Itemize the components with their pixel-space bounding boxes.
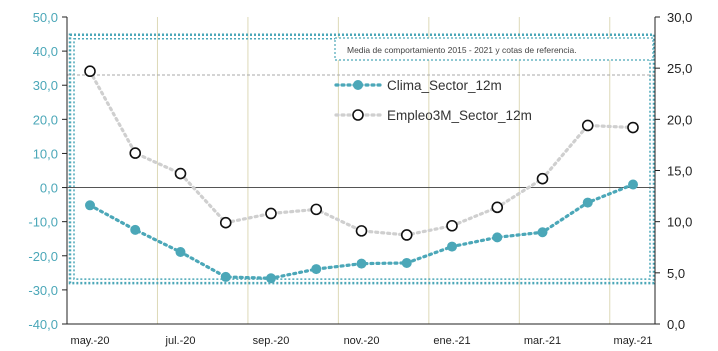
x-tick-label: jul.-20	[165, 335, 196, 347]
y-left-tick-label: -30,0	[28, 283, 58, 298]
y-right-tick-label: 5,0	[667, 266, 685, 281]
point-clima	[628, 179, 638, 190]
y-left-tick-label: 50,0	[33, 10, 58, 25]
series-lines	[84, 65, 639, 284]
y-left-tick-label: 30,0	[33, 78, 58, 93]
y-right-tick-label: 30,0	[667, 10, 692, 25]
tick-labels: -40,0 -30,0 -20,0 -10,0 0,0 10,0 20,0 30,0 40,0 5…	[28, 10, 692, 347]
point-empleo	[174, 167, 187, 180]
legend-marker-empleo	[352, 109, 364, 121]
y-right-tick-label: 15,0	[667, 164, 692, 179]
point-clima	[537, 227, 548, 238]
point-empleo	[84, 65, 96, 78]
point-empleo	[129, 147, 142, 159]
point-clima	[492, 232, 503, 243]
reference-band-outer	[68, 33, 656, 285]
point-clima	[356, 258, 367, 269]
y-left-tick-label: 10,0	[33, 146, 58, 161]
point-clima	[311, 264, 322, 275]
y-right-tick-label: 25,0	[667, 61, 692, 76]
y-right-tick-label: 20,0	[667, 112, 692, 127]
point-empleo	[400, 229, 413, 241]
point-clima	[130, 224, 141, 235]
x-tick-label: mar.-21	[524, 335, 561, 347]
x-tick-label: ene.-21	[433, 335, 470, 347]
point-empleo	[355, 225, 368, 237]
x-tick-label: may.-20	[71, 335, 110, 347]
point-clima	[266, 273, 276, 284]
point-empleo	[581, 119, 594, 132]
legend-label: Clima_Sector_12m	[387, 78, 502, 93]
point-clima	[85, 200, 95, 211]
point-empleo	[446, 219, 458, 232]
series-line-empleo	[88, 69, 635, 237]
point-clima	[401, 257, 412, 268]
axes	[62, 16, 660, 325]
point-empleo	[536, 172, 549, 185]
annotation-text: Media de comportamiento 2015 - 2021 y co…	[347, 45, 577, 55]
x-tick-label: may.-21	[614, 335, 653, 347]
point-empleo	[265, 207, 277, 220]
vertical-gridlines	[156, 17, 611, 324]
point-clima	[582, 197, 593, 208]
x-tick-label: sep.-20	[253, 335, 290, 347]
y-right-tick-label: 0,0	[667, 317, 685, 332]
point-clima	[220, 271, 231, 282]
point-empleo	[219, 216, 232, 229]
y-left-tick-label: 40,0	[33, 44, 58, 59]
legend-marker-clima	[353, 80, 363, 90]
annotation-box	[334, 37, 654, 61]
y-left-tick-label: -10,0	[28, 215, 58, 230]
y-left-tick-label: 20,0	[33, 112, 58, 127]
y-left-tick-label: -40,0	[28, 317, 58, 332]
legend: Clima_Sector_12m Empleo3M_Sector_12m	[334, 78, 532, 123]
x-tick-label: nov.-20	[344, 335, 380, 347]
y-left-tick-label: -20,0	[28, 249, 58, 264]
legend-label: Empleo3M_Sector_12m	[387, 108, 532, 123]
point-empleo	[627, 121, 639, 134]
y-left-tick-label: 0,0	[40, 181, 58, 196]
reference-band: Media de comportamiento 2015 - 2021 y co…	[67, 33, 656, 285]
point-clima	[447, 241, 457, 252]
y-right-tick-label: 10,0	[667, 215, 692, 230]
point-clima	[175, 247, 186, 258]
point-empleo	[310, 203, 323, 216]
point-empleo	[491, 201, 504, 214]
